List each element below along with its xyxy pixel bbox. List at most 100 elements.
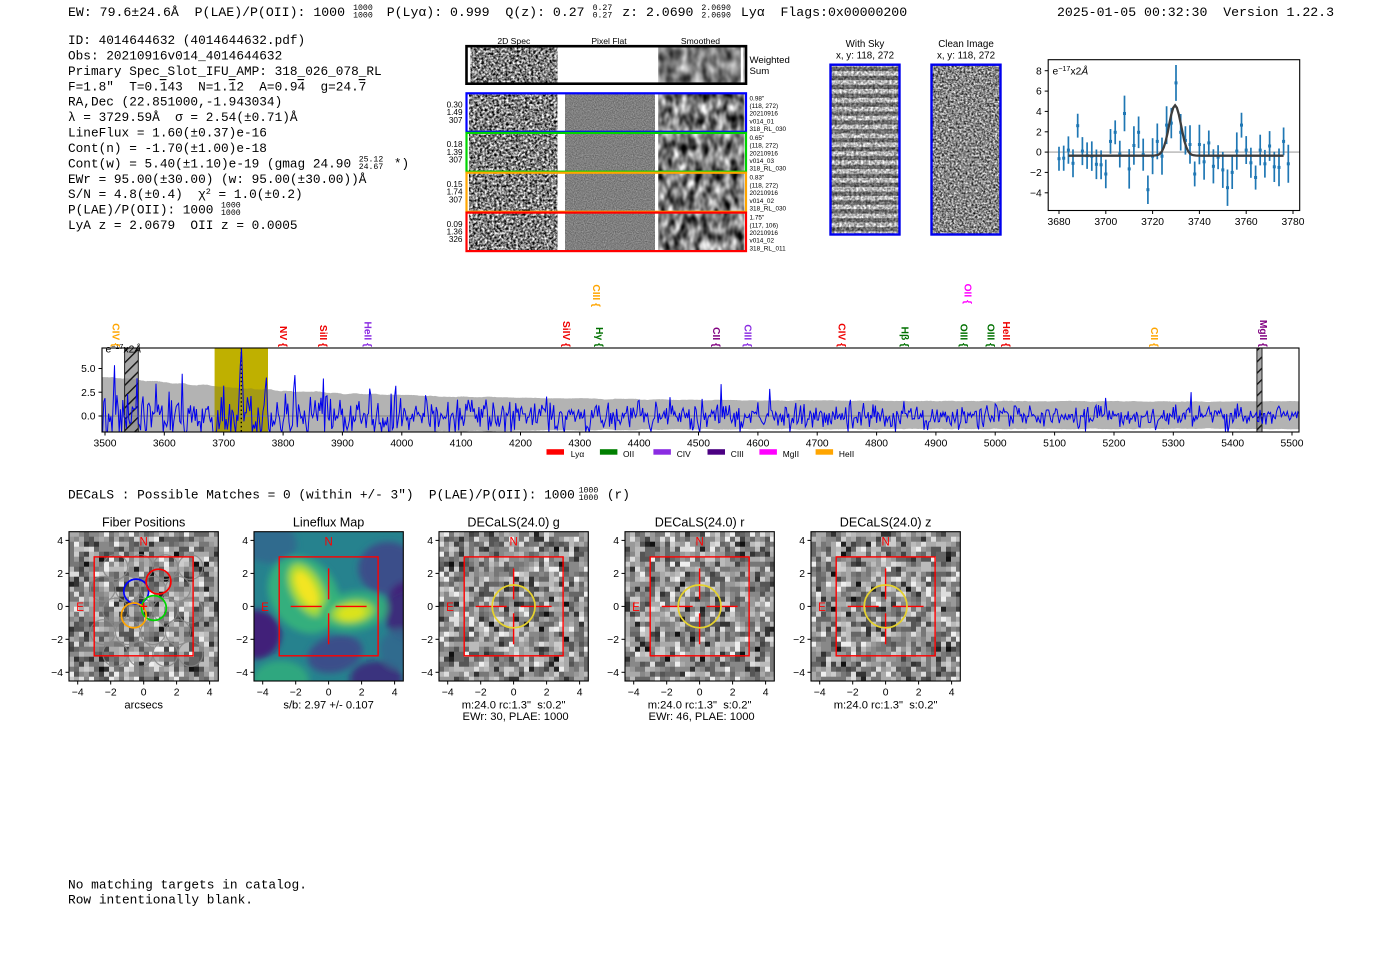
svg-text:SiII {: SiII { bbox=[317, 325, 328, 347]
svg-text:2: 2 bbox=[427, 569, 433, 580]
svg-text:v014_01: v014_01 bbox=[750, 118, 775, 125]
svg-text:0: 0 bbox=[427, 602, 433, 613]
svg-text:0: 0 bbox=[697, 688, 703, 699]
svg-text:P(LAE)/P(OII): 1000: P(LAE)/P(OII): 1000 bbox=[68, 203, 221, 218]
svg-text:1.74: 1.74 bbox=[447, 188, 463, 197]
svg-text:0: 0 bbox=[141, 688, 147, 699]
svg-text:318_RL_011: 318_RL_011 bbox=[750, 245, 787, 252]
svg-text:3780: 3780 bbox=[1282, 217, 1305, 228]
svg-text:5200: 5200 bbox=[1103, 439, 1126, 450]
svg-text:2.5: 2.5 bbox=[81, 388, 96, 399]
svg-text:1.39: 1.39 bbox=[447, 148, 463, 157]
svg-text:DECaLS(24.0) g: DECaLS(24.0) g bbox=[467, 516, 559, 530]
svg-text:4: 4 bbox=[799, 536, 805, 547]
svg-text:20210916: 20210916 bbox=[750, 150, 779, 157]
svg-text:−2: −2 bbox=[105, 688, 117, 699]
svg-text:Smoothed: Smoothed bbox=[681, 36, 720, 46]
svg-text:Lineflux Map: Lineflux Map bbox=[293, 516, 364, 530]
svg-text:Lyα: Lyα bbox=[571, 449, 585, 459]
svg-text:v014_03: v014_03 bbox=[750, 158, 775, 165]
svg-text:4100: 4100 bbox=[450, 439, 473, 450]
svg-text:DECaLS : Possible Matches = 0: DECaLS : Possible Matches = 0 (within +/… bbox=[68, 488, 583, 503]
svg-text:307: 307 bbox=[449, 116, 463, 125]
svg-text:0.83": 0.83" bbox=[750, 175, 765, 182]
svg-text:4: 4 bbox=[949, 688, 955, 699]
svg-text:4800: 4800 bbox=[865, 439, 888, 450]
svg-text:2.0690: 2.0690 bbox=[701, 11, 731, 20]
svg-text:2D Spec: 2D Spec bbox=[497, 36, 531, 46]
svg-text:E: E bbox=[818, 602, 826, 614]
svg-text:−2: −2 bbox=[290, 688, 302, 699]
svg-text:326: 326 bbox=[449, 235, 463, 244]
svg-text:4: 4 bbox=[392, 688, 398, 699]
svg-text:−4: −4 bbox=[442, 688, 454, 699]
svg-text:−4: −4 bbox=[1030, 188, 1042, 199]
svg-text:(118, 272): (118, 272) bbox=[750, 143, 779, 150]
svg-text:1000: 1000 bbox=[579, 487, 599, 496]
svg-text:Lyα Flags:0x00000200: Lyα Flags:0x00000200 bbox=[733, 5, 907, 20]
svg-text:1.36: 1.36 bbox=[447, 228, 463, 237]
svg-text:E: E bbox=[261, 602, 269, 614]
svg-text:1000: 1000 bbox=[221, 209, 241, 218]
svg-text:−2: −2 bbox=[51, 635, 63, 646]
svg-text:2: 2 bbox=[1036, 127, 1042, 138]
svg-text:χ2 = 1.0(±0.2): χ2 = 1.0(±0.2) bbox=[198, 187, 303, 202]
svg-text:5.0: 5.0 bbox=[81, 364, 96, 375]
svg-text:1000: 1000 bbox=[353, 11, 373, 20]
svg-text:x, y: 118, 272: x, y: 118, 272 bbox=[836, 51, 894, 62]
svg-text:P(Lyα): 0.999 Q(z): 0.27: P(Lyα): 0.999 Q(z): 0.27 bbox=[379, 5, 593, 20]
svg-text:−2: −2 bbox=[793, 635, 805, 646]
svg-text:0.0: 0.0 bbox=[81, 412, 96, 423]
svg-text:m:24.0 rc:1.3" s:0.2": m:24.0 rc:1.3" s:0.2" bbox=[834, 700, 938, 712]
svg-text:Clean Image: Clean Image bbox=[938, 39, 994, 50]
svg-text:3500: 3500 bbox=[94, 439, 117, 450]
svg-text:Fiber Positions: Fiber Positions bbox=[102, 516, 185, 530]
svg-text:z: 2.0690: z: 2.0690 bbox=[614, 5, 701, 20]
svg-text:318_RL_030: 318_RL_030 bbox=[750, 166, 787, 173]
svg-text:2025-01-05 00:32:30 Version 1: 2025-01-05 00:32:30 Version 1.22.3 bbox=[1057, 5, 1334, 20]
svg-text:4700: 4700 bbox=[806, 439, 829, 450]
svg-text:2: 2 bbox=[57, 569, 63, 580]
svg-text:RA,Dec (22.851000,-1.943034): RA,Dec (22.851000,-1.943034) bbox=[68, 95, 282, 110]
svg-text:3760: 3760 bbox=[1235, 217, 1258, 228]
svg-text:arcsecs: arcsecs bbox=[124, 700, 163, 712]
svg-text:(118, 272): (118, 272) bbox=[750, 182, 779, 189]
svg-text:−4: −4 bbox=[421, 668, 433, 679]
svg-text:0.27: 0.27 bbox=[593, 11, 613, 20]
svg-text:4: 4 bbox=[427, 536, 433, 547]
svg-text:2: 2 bbox=[613, 569, 619, 580]
svg-text:0: 0 bbox=[613, 602, 619, 613]
svg-text:4900: 4900 bbox=[924, 439, 947, 450]
svg-text:0: 0 bbox=[1036, 148, 1042, 159]
svg-text:6: 6 bbox=[1036, 87, 1042, 98]
svg-text:0: 0 bbox=[799, 602, 805, 613]
svg-text:CIV {: CIV { bbox=[835, 323, 846, 347]
svg-text:0: 0 bbox=[883, 688, 889, 699]
svg-text:MgII {: MgII { bbox=[1257, 320, 1268, 347]
svg-text:Cont(w) = 5.40(±1.10)e-19 (gma: Cont(w) = 5.40(±1.10)e-19 (gmag 24.90 bbox=[68, 156, 359, 171]
svg-text:m:24.0 rc:1.3" s:0.2": m:24.0 rc:1.3" s:0.2" bbox=[648, 700, 752, 712]
svg-text:−4: −4 bbox=[628, 688, 640, 699]
svg-text:307: 307 bbox=[449, 195, 463, 204]
svg-text:5500: 5500 bbox=[1281, 439, 1304, 450]
svg-text:3740: 3740 bbox=[1188, 217, 1211, 228]
svg-text:−2: −2 bbox=[475, 688, 487, 699]
svg-text:EWr: 30, PLAE: 1000: EWr: 30, PLAE: 1000 bbox=[463, 711, 569, 723]
svg-text:With Sky: With Sky bbox=[846, 39, 885, 50]
svg-text:0.15: 0.15 bbox=[447, 180, 463, 189]
svg-text:−4: −4 bbox=[257, 688, 269, 699]
svg-text:N: N bbox=[140, 537, 148, 549]
svg-text:Hβ {: Hβ { bbox=[898, 327, 909, 347]
svg-text:4600: 4600 bbox=[746, 439, 769, 450]
svg-text:4: 4 bbox=[577, 688, 583, 699]
svg-text:4300: 4300 bbox=[568, 439, 591, 450]
svg-text:318_RL_030: 318_RL_030 bbox=[750, 126, 787, 133]
svg-text:4: 4 bbox=[207, 688, 213, 699]
svg-text:−2: −2 bbox=[607, 635, 619, 646]
svg-text:307: 307 bbox=[449, 156, 463, 165]
svg-text:No matching targets in catalog: No matching targets in catalog. bbox=[68, 878, 307, 893]
svg-text:N: N bbox=[324, 537, 332, 549]
svg-text:3680: 3680 bbox=[1048, 217, 1071, 228]
svg-text:0.18: 0.18 bbox=[447, 140, 463, 149]
svg-text:−4: −4 bbox=[72, 688, 84, 699]
